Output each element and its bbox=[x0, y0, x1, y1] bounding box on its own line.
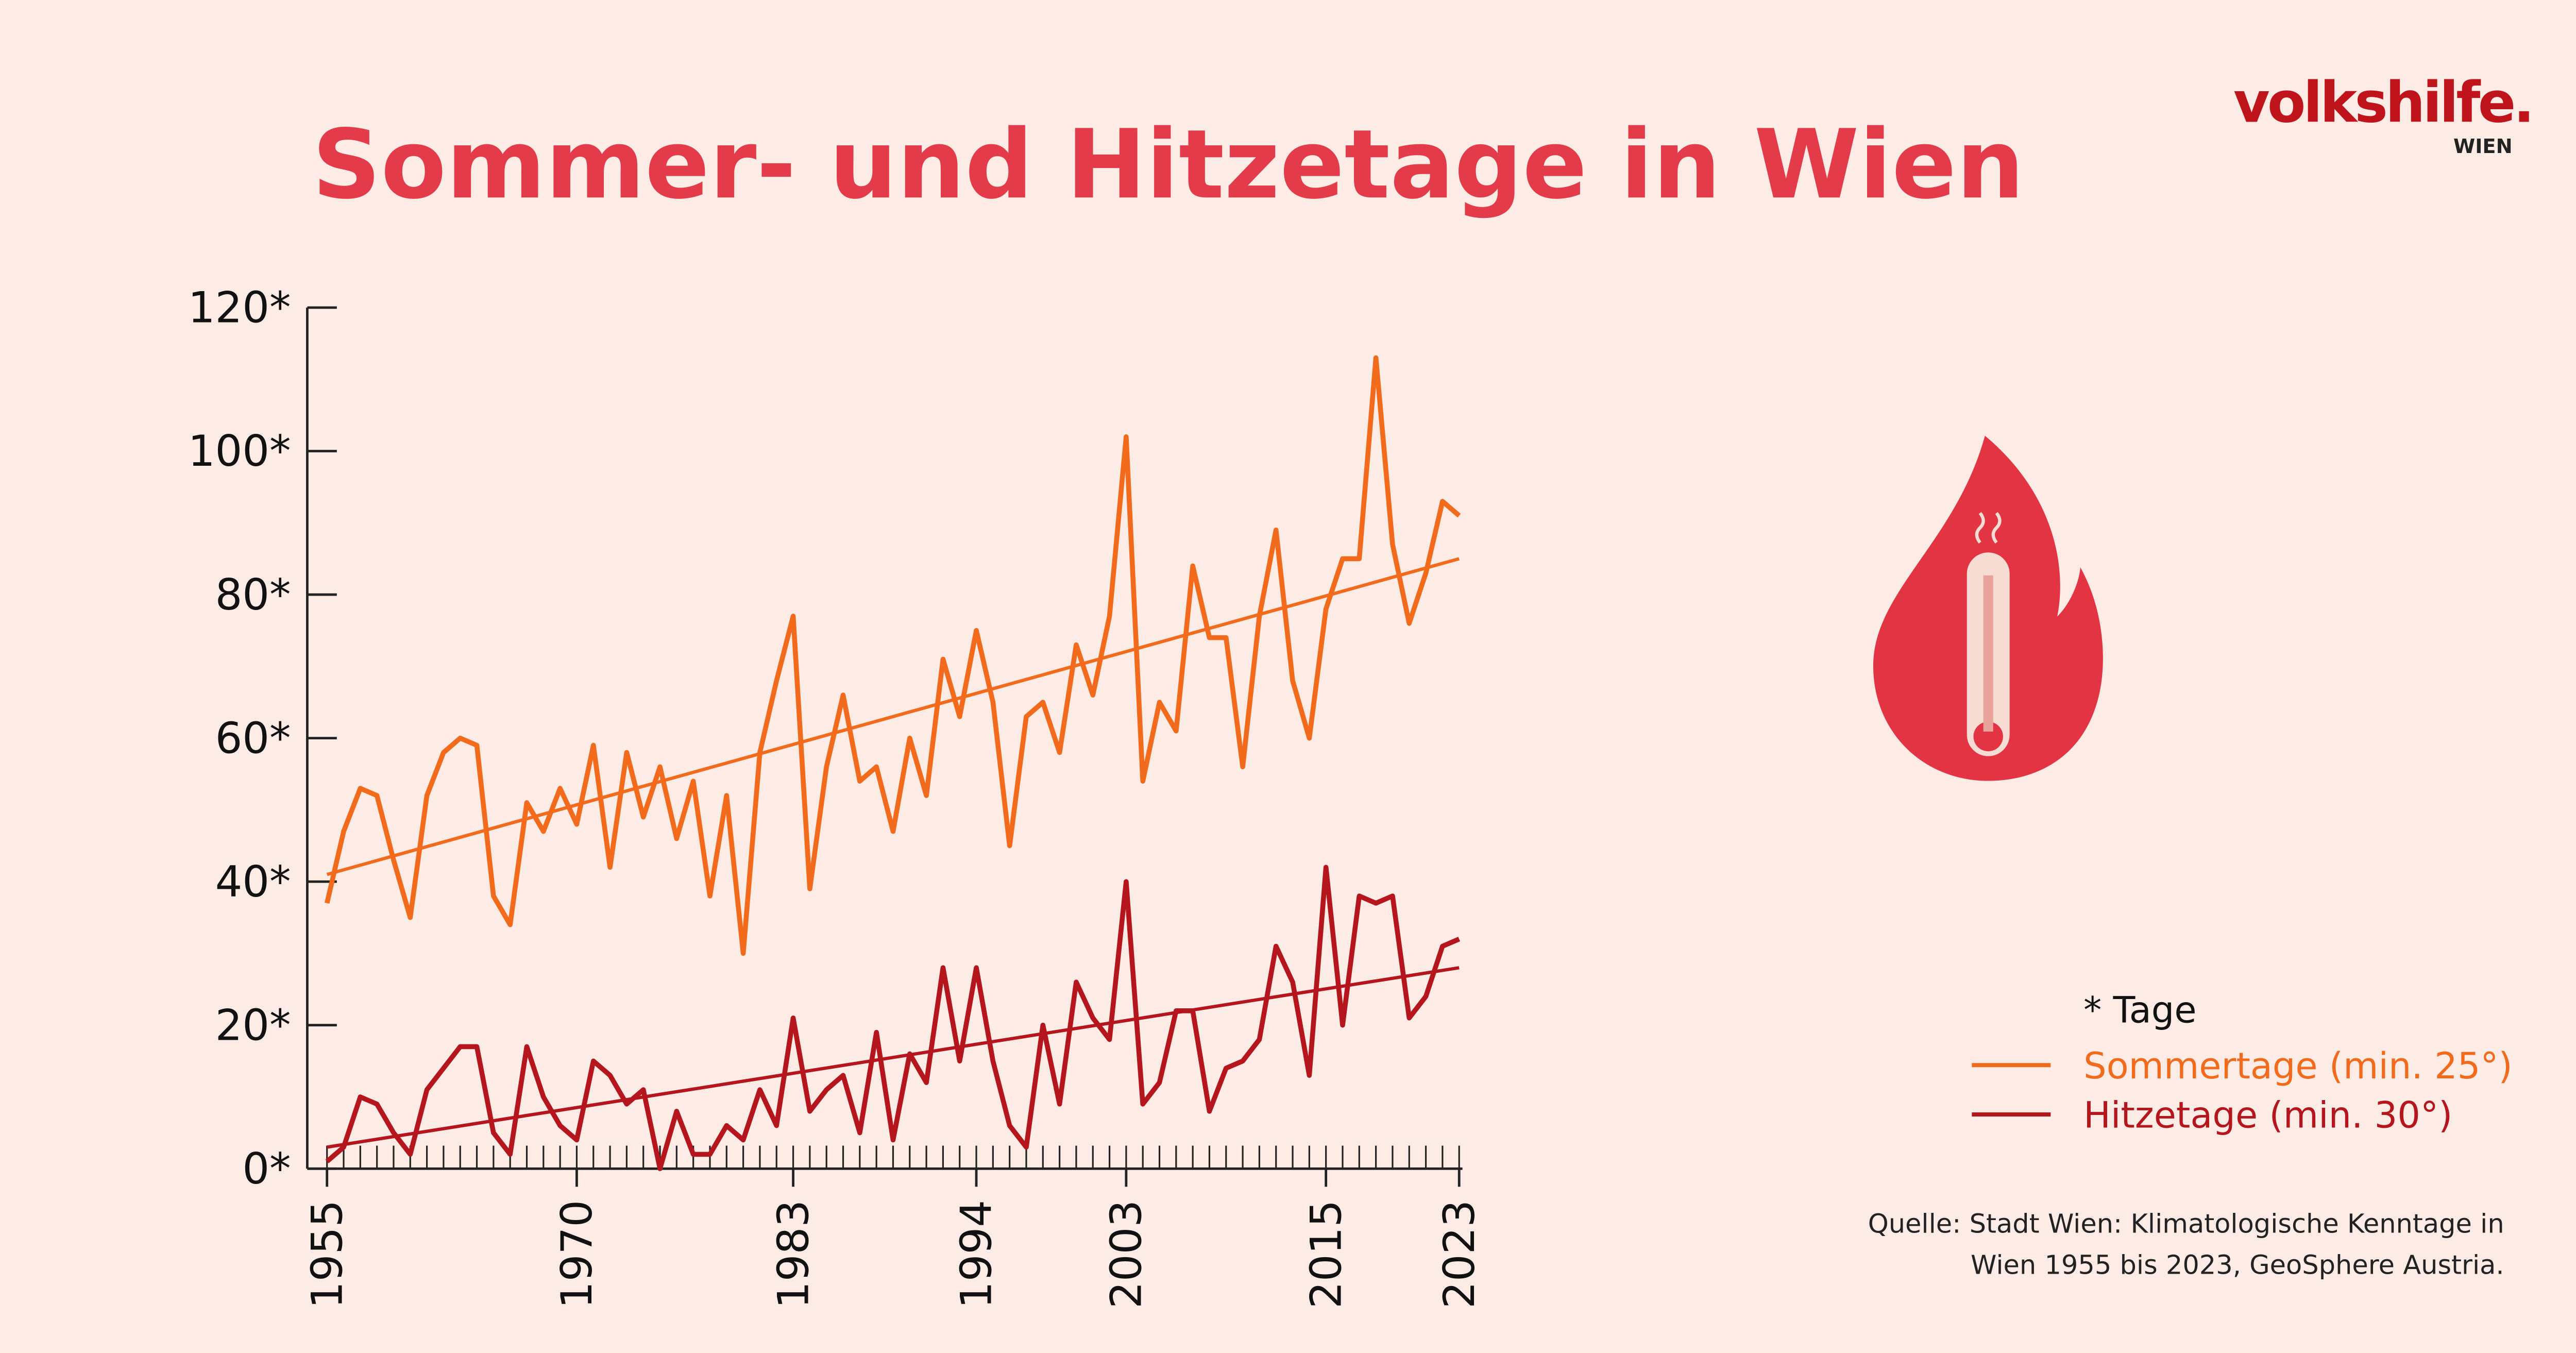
source-text: Wien 1955 bis 2023, GeoSphere Austria. bbox=[1971, 1250, 2504, 1280]
trend-line bbox=[326, 557, 1460, 876]
data-line bbox=[325, 355, 1461, 956]
legend-label: Hitzetage (min. 30°) bbox=[2083, 1094, 2452, 1136]
source-text: Quelle: Stadt Wien: Klimatologische Kenn… bbox=[1868, 1209, 2504, 1240]
chart-title: Sommer- und Hitzetage in Wien bbox=[312, 109, 2024, 220]
y-tick-label: 80* bbox=[215, 570, 291, 620]
data-line bbox=[325, 865, 1461, 1172]
y-tick-label: 100* bbox=[188, 426, 291, 476]
y-tick-label: 40* bbox=[215, 857, 291, 907]
x-tick-label: 1970 bbox=[552, 1200, 602, 1309]
x-tick-label: 2003 bbox=[1101, 1200, 1151, 1309]
y-tick-label: 60* bbox=[215, 713, 291, 763]
thermometer-icon bbox=[1873, 435, 2103, 781]
legend-label: Sommertage (min. 25°) bbox=[2083, 1045, 2513, 1087]
legend-note: * Tage bbox=[2083, 989, 2196, 1031]
y-tick-label: 0* bbox=[242, 1144, 291, 1194]
x-tick-label: 2015 bbox=[1301, 1200, 1351, 1309]
y-tick-label: 20* bbox=[215, 1000, 291, 1050]
y-tick-label: 120* bbox=[188, 283, 291, 333]
x-tick-label: 1994 bbox=[952, 1200, 1002, 1309]
x-tick-label: 1955 bbox=[302, 1200, 352, 1309]
logo-sub: WIEN bbox=[2453, 135, 2513, 158]
x-tick-label: 2023 bbox=[1434, 1200, 1484, 1309]
x-tick-label: 1983 bbox=[768, 1200, 818, 1309]
logo: volkshilfe. bbox=[2233, 70, 2532, 136]
